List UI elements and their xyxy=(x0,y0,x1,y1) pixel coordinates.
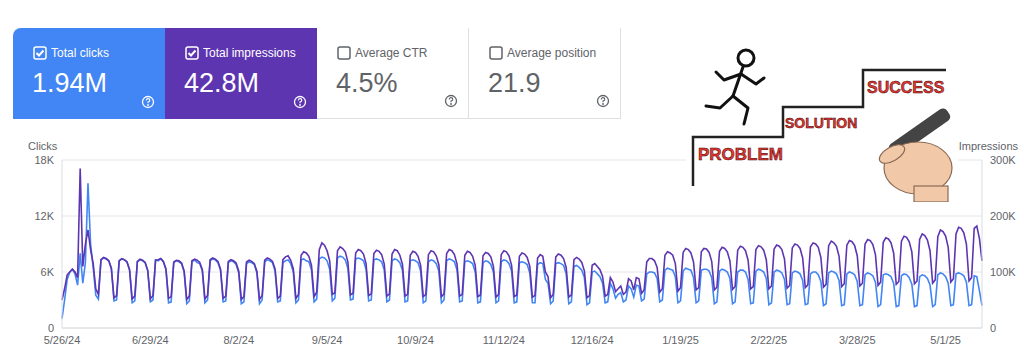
svg-text:6/29/24: 6/29/24 xyxy=(132,334,169,346)
html-text:Total clicks: Total clicks xyxy=(51,46,109,60)
svg-text:18K: 18K xyxy=(34,154,54,166)
svg-text:5/1/25: 5/1/25 xyxy=(930,334,961,346)
svg-text:0: 0 xyxy=(990,322,996,334)
svg-text:12/16/24: 12/16/24 xyxy=(571,334,614,346)
html-text:Average position: Average position xyxy=(507,46,597,60)
html-text:Impressions: Impressions xyxy=(958,140,1018,152)
svg-text:9/5/24: 9/5/24 xyxy=(312,334,343,346)
html-text:4.5%: 4.5% xyxy=(336,68,398,98)
svg-text:PROBLEM: PROBLEM xyxy=(698,145,783,164)
html-text:Total impressions: Total impressions xyxy=(203,46,296,60)
svg-text:SUCCESS: SUCCESS xyxy=(867,79,945,96)
html-text:42.8M: 42.8M xyxy=(184,68,259,98)
svg-text:SOLUTION: SOLUTION xyxy=(785,115,857,131)
svg-text:300K: 300K xyxy=(990,154,1016,166)
svg-text:0: 0 xyxy=(48,322,54,334)
svg-text:200K: 200K xyxy=(990,210,1016,222)
svg-text:2/22/25: 2/22/25 xyxy=(751,334,788,346)
html-text:Clicks: Clicks xyxy=(28,140,58,152)
html-text:21.9: 21.9 xyxy=(488,68,541,98)
svg-text:11/12/24: 11/12/24 xyxy=(483,334,525,346)
svg-text:3/28/25: 3/28/25 xyxy=(839,334,876,346)
svg-text:5/26/24: 5/26/24 xyxy=(44,334,81,346)
svg-text:8/2/24: 8/2/24 xyxy=(223,334,254,346)
svg-text:1/19/25: 1/19/25 xyxy=(662,334,699,346)
html-text:Average CTR: Average CTR xyxy=(355,46,428,60)
svg-text:12K: 12K xyxy=(34,210,54,222)
html-text:1.94M: 1.94M xyxy=(32,68,107,98)
svg-text:6K: 6K xyxy=(41,266,55,278)
svg-text:10/9/24: 10/9/24 xyxy=(397,334,434,346)
svg-text:100K: 100K xyxy=(990,266,1016,278)
